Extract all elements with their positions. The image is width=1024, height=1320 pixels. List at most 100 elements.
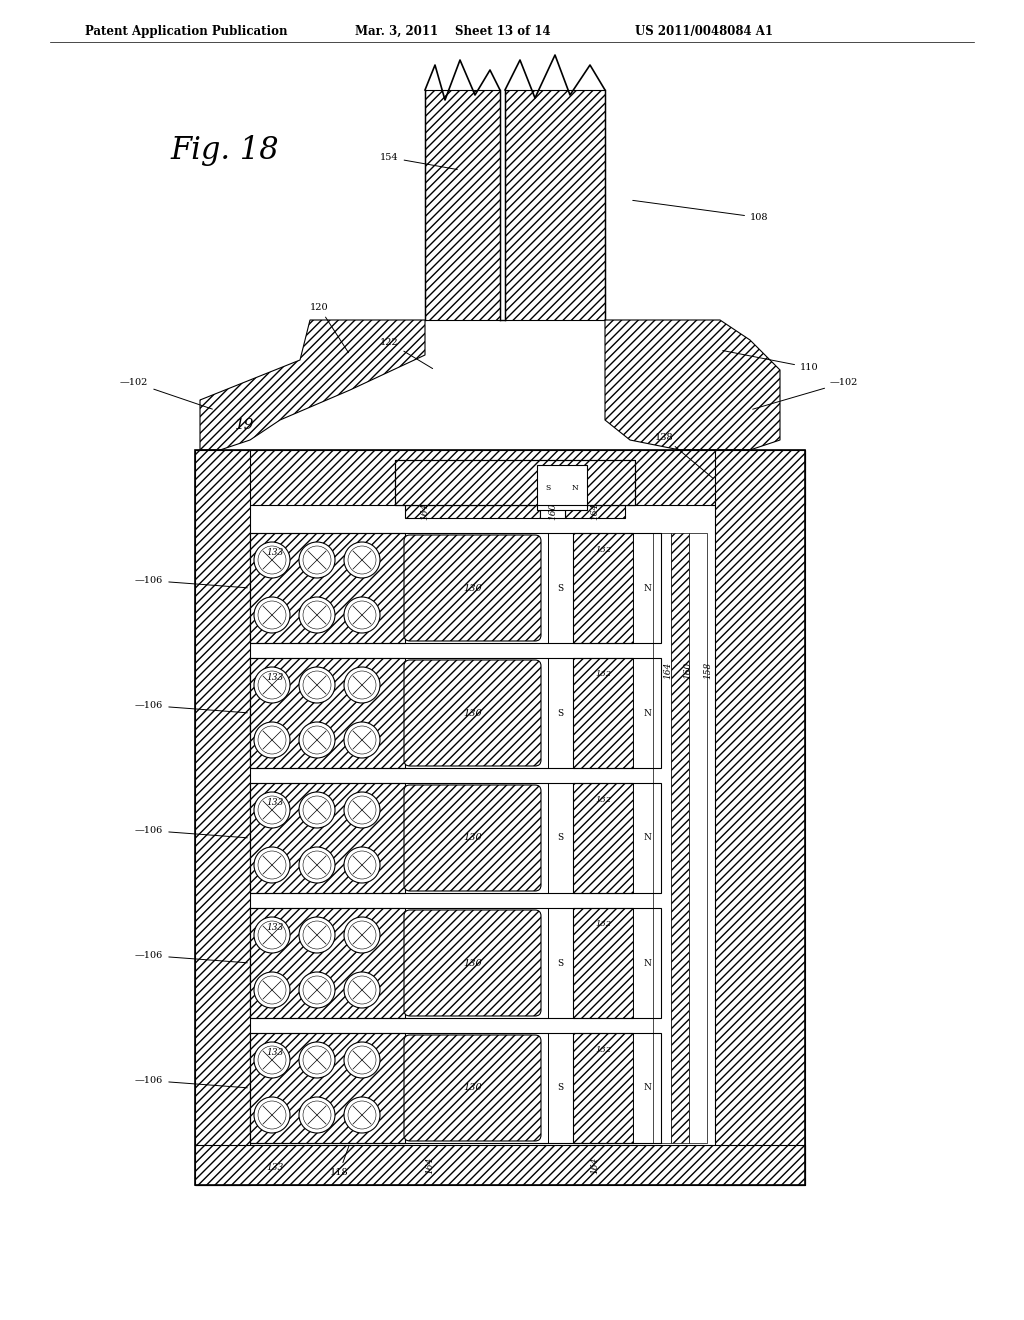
Text: S: S (557, 958, 563, 968)
Text: 130: 130 (463, 1084, 482, 1093)
Text: 133: 133 (266, 673, 284, 682)
Text: —106: —106 (135, 1076, 247, 1088)
Circle shape (344, 667, 380, 704)
Circle shape (258, 975, 286, 1005)
Circle shape (303, 975, 331, 1005)
Circle shape (344, 543, 380, 578)
Text: Patent Application Publication: Patent Application Publication (85, 25, 288, 38)
Bar (548, 783, 573, 894)
Text: Sheet 13 of 14: Sheet 13 of 14 (455, 25, 551, 38)
Bar (633, 1034, 662, 1143)
Text: 110: 110 (723, 351, 818, 372)
Circle shape (303, 546, 331, 574)
Text: 158: 158 (703, 661, 713, 678)
Text: S: S (557, 583, 563, 593)
Circle shape (254, 597, 290, 634)
Bar (573, 533, 633, 643)
Text: 164: 164 (426, 1156, 434, 1173)
Circle shape (299, 722, 335, 758)
Bar (653, 533, 671, 1143)
Circle shape (299, 1041, 335, 1078)
Circle shape (303, 726, 331, 754)
Bar (250, 783, 406, 894)
Bar (565, 506, 625, 517)
Circle shape (258, 546, 286, 574)
Circle shape (303, 851, 331, 879)
Text: US 2011/0048084 A1: US 2011/0048084 A1 (635, 25, 773, 38)
Circle shape (254, 917, 290, 953)
Bar (573, 657, 633, 768)
Text: 130: 130 (463, 709, 482, 718)
FancyBboxPatch shape (404, 535, 541, 642)
Text: 133: 133 (266, 799, 284, 808)
Circle shape (303, 796, 331, 824)
Circle shape (258, 671, 286, 700)
Bar (573, 908, 633, 1018)
Circle shape (344, 917, 380, 953)
Text: 132: 132 (595, 545, 611, 553)
Circle shape (254, 792, 290, 828)
Text: S: S (557, 833, 563, 842)
Text: 132: 132 (595, 671, 611, 678)
Bar (537, 465, 587, 510)
Circle shape (254, 847, 290, 883)
Text: 122: 122 (380, 338, 432, 368)
Text: N: N (643, 958, 651, 968)
Circle shape (258, 1045, 286, 1074)
Bar (250, 908, 662, 1018)
Bar (250, 533, 406, 643)
Bar (425, 90, 500, 319)
Circle shape (348, 601, 376, 630)
Text: 164: 164 (591, 1156, 599, 1173)
Text: —102: —102 (120, 378, 212, 409)
Circle shape (299, 1097, 335, 1133)
Text: —106: —106 (135, 826, 247, 838)
Text: 154: 154 (380, 153, 458, 169)
FancyBboxPatch shape (404, 909, 541, 1016)
Text: 164: 164 (591, 503, 599, 520)
Bar (548, 908, 573, 1018)
Bar (548, 533, 573, 643)
Text: S: S (546, 483, 551, 491)
Circle shape (258, 726, 286, 754)
Text: 138: 138 (655, 433, 713, 478)
Circle shape (344, 722, 380, 758)
FancyBboxPatch shape (404, 785, 541, 891)
Text: 164: 164 (421, 503, 429, 520)
Circle shape (299, 917, 335, 953)
Circle shape (258, 601, 286, 630)
Bar (195, 450, 805, 1185)
Text: N: N (643, 583, 651, 593)
Text: 132: 132 (595, 920, 611, 928)
Circle shape (254, 1041, 290, 1078)
Bar (573, 1034, 633, 1143)
Bar (540, 506, 565, 517)
Text: 133: 133 (266, 923, 284, 932)
Bar (671, 533, 689, 1143)
Circle shape (348, 851, 376, 879)
Bar (633, 657, 662, 768)
Text: N: N (643, 833, 651, 842)
Circle shape (344, 792, 380, 828)
Text: —106: —106 (135, 950, 247, 962)
Polygon shape (605, 319, 780, 450)
Circle shape (348, 796, 376, 824)
Circle shape (348, 726, 376, 754)
Text: Mar. 3, 2011: Mar. 3, 2011 (355, 25, 438, 38)
Circle shape (348, 975, 376, 1005)
Circle shape (303, 671, 331, 700)
Text: —102: —102 (753, 378, 858, 409)
Text: Fig. 18: Fig. 18 (170, 135, 279, 165)
Bar (633, 783, 662, 894)
Circle shape (303, 1045, 331, 1074)
Text: N: N (643, 709, 651, 718)
Circle shape (299, 792, 335, 828)
Circle shape (348, 546, 376, 574)
Circle shape (348, 1101, 376, 1129)
Circle shape (344, 1097, 380, 1133)
Text: N: N (571, 483, 579, 491)
Circle shape (303, 601, 331, 630)
Bar (195, 450, 250, 1185)
Circle shape (254, 543, 290, 578)
Circle shape (254, 972, 290, 1008)
